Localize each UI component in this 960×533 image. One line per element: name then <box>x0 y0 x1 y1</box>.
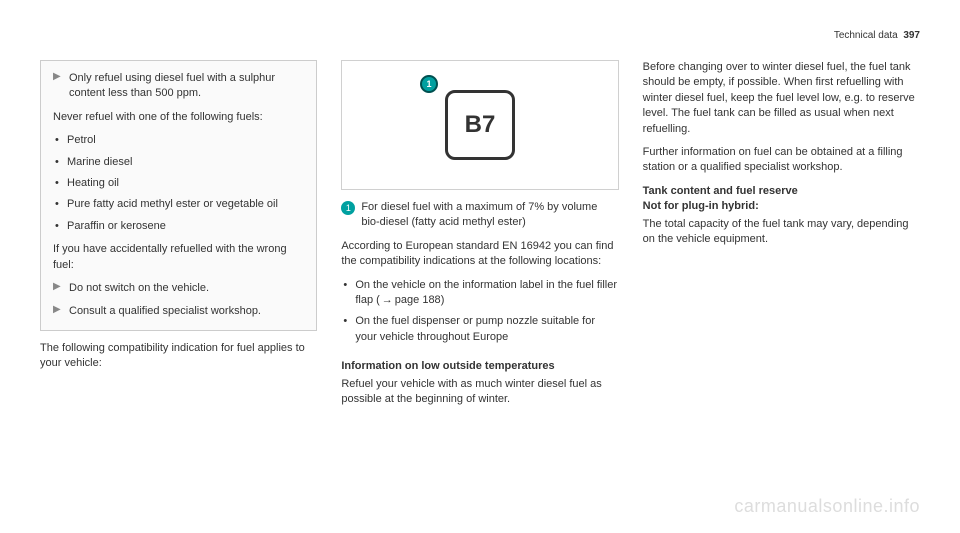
circle-label-1: 1 <box>420 75 438 93</box>
tank-capacity-text: The total capacity of the fuel tank may … <box>643 217 920 248</box>
step-item: ▶ Consult a qualified specialist worksho… <box>53 304 304 319</box>
step-text: Only refuel using diesel fuel with a sul… <box>69 71 304 102</box>
watermark: carmanualsonline.info <box>734 496 920 517</box>
info-line: 1 For diesel fuel with a maximum of 7% b… <box>341 200 618 231</box>
step-arrow-icon: ▶ <box>53 304 65 315</box>
page-number: 397 <box>903 30 920 41</box>
page-header: Technical data 397 <box>834 30 920 41</box>
step-arrow-icon: ▶ <box>53 281 65 292</box>
tank-heading-1: Tank content and fuel reserve <box>643 184 920 199</box>
step-item: ▶ Only refuel using diesel fuel with a s… <box>53 71 304 102</box>
b7-figure: 1 B7 <box>341 60 618 190</box>
fuel-item: Heating oil <box>55 176 304 191</box>
compat-text: The following compatibility indication f… <box>40 341 317 372</box>
step-item: ▶ Do not switch on the vehicle. <box>53 281 304 296</box>
low-temp-text: Refuel your vehicle with as much winter … <box>341 377 618 408</box>
wrong-fuel-text: If you have accidentally refuelled with … <box>53 242 304 273</box>
column-1: ▶ Only refuel using diesel fuel with a s… <box>40 60 317 480</box>
content-columns: ▶ Only refuel using diesel fuel with a s… <box>40 60 920 480</box>
location-item: On the fuel dispenser or pump nozzle sui… <box>343 314 618 345</box>
info-icon: 1 <box>341 201 355 215</box>
column-3: Before changing over to winter diesel fu… <box>643 60 920 480</box>
euro-standard-text: According to European standard EN 16942 … <box>341 239 618 270</box>
fuel-item: Pure fatty acid methyl ester or vegetabl… <box>55 197 304 212</box>
tank-heading-2: Not for plug-in hybrid: <box>643 199 920 214</box>
b7-label-box: 1 B7 <box>445 90 515 160</box>
warning-box: ▶ Only refuel using diesel fuel with a s… <box>40 60 317 331</box>
step-text: Consult a qualified specialist workshop. <box>69 304 304 319</box>
fuel-list: Petrol Marine diesel Heating oil Pure fa… <box>53 133 304 234</box>
step-arrow-icon: ▶ <box>53 71 65 82</box>
location-item: On the vehicle on the information label … <box>343 278 618 309</box>
further-info-text: Further information on fuel can be obtai… <box>643 145 920 176</box>
arrow-ref-icon: → <box>382 294 393 306</box>
fuel-item: Petrol <box>55 133 304 148</box>
fuel-item: Paraffin or kerosene <box>55 219 304 234</box>
info-text: For diesel fuel with a maximum of 7% by … <box>361 200 618 231</box>
fuel-item: Marine diesel <box>55 155 304 170</box>
b7-text: B7 <box>465 111 496 139</box>
never-refuel-text: Never refuel with one of the following f… <box>53 110 304 125</box>
location-list: On the vehicle on the information label … <box>341 278 618 352</box>
low-temp-heading: Information on low outside temperatures <box>341 359 618 374</box>
section-title: Technical data <box>834 30 898 41</box>
step-text: Do not switch on the vehicle. <box>69 281 304 296</box>
column-2: 1 B7 1 For diesel fuel with a maximum of… <box>341 60 618 480</box>
winter-fuel-text: Before changing over to winter diesel fu… <box>643 60 920 137</box>
